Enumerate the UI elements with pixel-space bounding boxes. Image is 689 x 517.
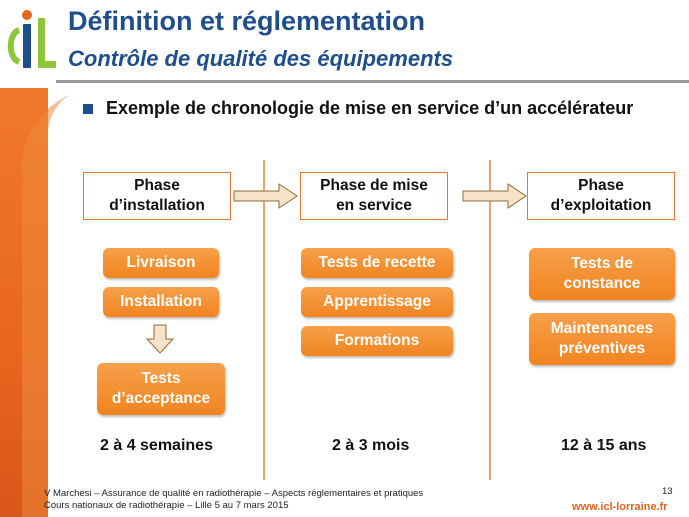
duration-installation: 2 à 4 semaines bbox=[100, 437, 213, 454]
duration-exploitation: 12 à 15 ans bbox=[561, 437, 647, 454]
installation-item: Installation bbox=[103, 287, 219, 317]
phase-exploitation-box: Phase d’exploitation bbox=[527, 172, 675, 220]
tests-constance-item: Tests de constance bbox=[529, 248, 675, 300]
livraison-item: Livraison bbox=[103, 248, 219, 278]
bullet-text: Exemple de chronologie de mise en servic… bbox=[106, 98, 634, 118]
icl-logo bbox=[7, 10, 56, 68]
column-divider-2 bbox=[489, 160, 491, 480]
tests-recette-item: Tests de recette bbox=[301, 248, 453, 278]
column-divider-1 bbox=[263, 160, 265, 480]
page-title: Définition et réglementation bbox=[68, 6, 426, 36]
sidebar-curve bbox=[22, 88, 102, 517]
arrow-down-icon bbox=[146, 324, 174, 354]
page-subtitle: Contrôle de qualité des équipements bbox=[68, 46, 454, 71]
duration-mise-en-service: 2 à 3 mois bbox=[332, 437, 410, 454]
apprentissage-item: Apprentissage bbox=[301, 287, 453, 317]
arrow-right-icon bbox=[233, 183, 298, 209]
footer-line-1: V Marchesi – Assurance de qualité en rad… bbox=[44, 488, 424, 499]
phase-installation-box: Phase d’installation bbox=[83, 172, 231, 220]
bullet-square-icon bbox=[83, 104, 93, 114]
formations-item: Formations bbox=[301, 326, 453, 356]
page-number: 13 bbox=[662, 486, 673, 497]
website-link[interactable]: www.icl-lorraine.fr bbox=[572, 501, 668, 513]
footer-line-2: Cours nationaux de radiothérapie – Lille… bbox=[44, 500, 289, 511]
arrow-right-icon bbox=[462, 183, 527, 209]
maintenances-item: Maintenances préventives bbox=[529, 313, 675, 365]
phase-mise-en-service-box: Phase de mise en service bbox=[300, 172, 448, 220]
header-divider bbox=[56, 80, 689, 83]
tests-acceptance-item: Tests d’acceptance bbox=[97, 363, 225, 415]
